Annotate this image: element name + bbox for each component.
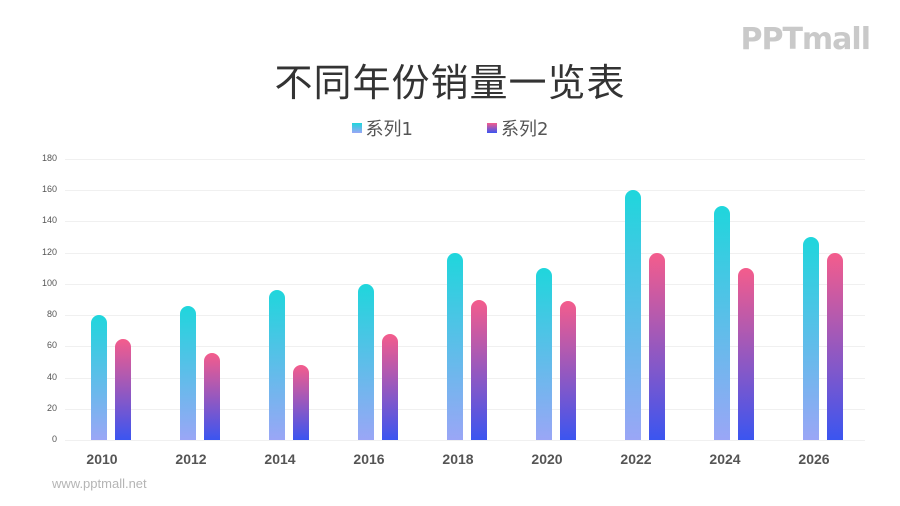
y-tick-label: 120 xyxy=(41,246,57,257)
gridline xyxy=(65,377,865,379)
bar-series2 xyxy=(738,268,754,440)
legend-swatch-series1 xyxy=(351,123,362,133)
bar-series2 xyxy=(471,299,487,440)
gridline xyxy=(65,346,865,348)
bar-group xyxy=(156,159,226,440)
plot-area: 0 20 40 60 80 100 120 140 160 180 xyxy=(42,153,865,444)
brand-logo: PPTmall xyxy=(740,22,871,57)
legend-item-series2: 系列2 xyxy=(487,115,548,141)
x-tick-label: 2022 xyxy=(620,451,652,467)
bar-series2 xyxy=(382,333,398,440)
bar-group xyxy=(245,159,315,440)
y-tick-label: 160 xyxy=(41,184,57,195)
bar-series2 xyxy=(293,365,309,440)
gridline xyxy=(65,283,865,285)
gridline xyxy=(65,408,865,410)
footer-url: www.pptmall.net xyxy=(52,476,147,491)
legend-item-series1: 系列1 xyxy=(351,115,413,141)
y-tick-label: 140 xyxy=(41,215,57,226)
bar-series1 xyxy=(269,290,285,440)
gridline xyxy=(65,190,865,192)
y-tick-label: 180 xyxy=(41,153,57,163)
bar-group xyxy=(601,159,671,440)
gridline xyxy=(65,252,865,254)
x-tick-label: 2026 xyxy=(798,451,830,467)
bar-series1 xyxy=(180,305,196,440)
bar-group xyxy=(690,159,760,440)
bar-series1 xyxy=(91,315,107,440)
bar-group xyxy=(423,159,493,440)
y-tick-label: 80 xyxy=(46,309,57,320)
bar-series2 xyxy=(560,301,576,440)
bar-series1 xyxy=(536,268,552,440)
x-tick-label: 2020 xyxy=(531,451,563,467)
bar-series1 xyxy=(803,237,819,440)
bar-series1 xyxy=(447,252,463,440)
x-tick-label: 2018 xyxy=(442,451,474,467)
x-tick-label: 2010 xyxy=(86,451,118,467)
x-tick-label: 2024 xyxy=(709,451,741,467)
x-tick-label: 2016 xyxy=(353,451,385,467)
x-tick-label: 2012 xyxy=(175,451,207,467)
y-tick-label: 100 xyxy=(41,277,57,288)
bar-group xyxy=(67,159,137,440)
legend-label-series1: 系列1 xyxy=(365,119,413,140)
y-tick-label: 0 xyxy=(51,434,57,444)
gridline xyxy=(65,159,865,160)
x-tick-label: 2014 xyxy=(264,451,296,467)
bar-series1 xyxy=(714,205,730,440)
y-tick-label: 60 xyxy=(46,340,57,351)
bar-series1 xyxy=(625,190,641,440)
gridline xyxy=(65,221,865,223)
bar-group xyxy=(334,159,404,440)
y-tick-label: 40 xyxy=(46,371,57,382)
y-tick-label: 20 xyxy=(46,402,57,413)
bar-series2 xyxy=(649,252,665,440)
bar-group xyxy=(512,159,582,440)
gridline xyxy=(65,315,865,317)
legend-label-series2: 系列2 xyxy=(501,119,549,140)
chart-title: 不同年份销量一览表 xyxy=(274,61,626,105)
bar-series2 xyxy=(115,338,131,440)
gridline xyxy=(65,440,865,441)
bar-series2 xyxy=(204,352,220,440)
chart-legend: 系列1 系列2 xyxy=(0,115,900,141)
bar-series1 xyxy=(358,283,374,440)
bar-series2 xyxy=(827,252,843,440)
legend-swatch-series2 xyxy=(487,123,497,133)
bar-group xyxy=(779,159,849,440)
